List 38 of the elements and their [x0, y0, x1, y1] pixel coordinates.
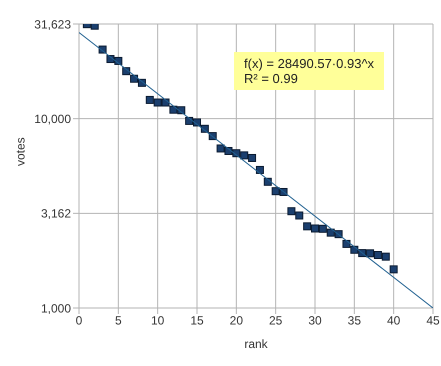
x-tick-label: 45 [426, 314, 440, 328]
point [216, 144, 225, 152]
point [295, 212, 304, 220]
point [248, 154, 256, 162]
point [342, 240, 350, 248]
x-tick-label: 40 [386, 314, 401, 328]
point [154, 98, 162, 107]
y-tick-label: 31,623 [34, 17, 72, 32]
x-tick-label: 30 [308, 314, 322, 328]
point [382, 252, 390, 261]
point [311, 224, 319, 232]
x-tick-label: 0 [76, 314, 83, 328]
point [390, 265, 398, 274]
y-tick-label: 3,162 [40, 206, 72, 221]
x-tick-label: 15 [190, 314, 204, 328]
x-axis-title: rank [244, 337, 269, 351]
annotation: R² = 0.99 [244, 71, 299, 86]
x-tick-label: 20 [230, 314, 244, 328]
point [374, 251, 382, 260]
point [318, 224, 327, 233]
annotation: f(x) = 28490.57·0.93^x [244, 56, 374, 71]
point [326, 228, 335, 237]
point [90, 24, 99, 30]
x-tick-label: 25 [268, 314, 283, 328]
point [169, 106, 178, 114]
x-tick-label: 5 [114, 314, 122, 328]
x-tick-label: 10 [150, 314, 165, 328]
point [303, 222, 312, 230]
point [146, 96, 154, 104]
x-tick-label: 35 [348, 314, 362, 328]
point [272, 187, 280, 196]
point [240, 151, 248, 160]
point [366, 249, 374, 258]
point [287, 207, 296, 216]
y-tick-label: 10,000 [34, 112, 72, 126]
y-axis-title: votes [13, 137, 28, 166]
y-tick-label: 1,000 [40, 301, 72, 316]
point [256, 166, 264, 174]
